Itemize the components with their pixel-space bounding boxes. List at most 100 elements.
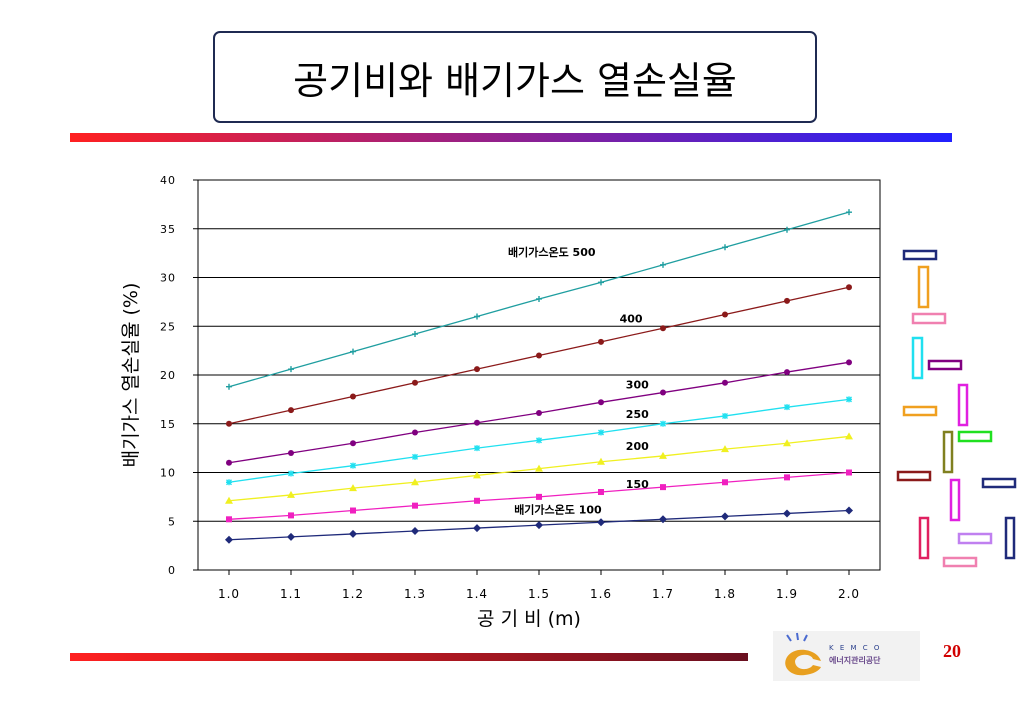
y-axis-label: 배기가스 열손실율 (%) (120, 283, 142, 468)
data-point (412, 453, 418, 460)
data-point (660, 484, 666, 491)
data-point (721, 512, 729, 521)
data-point (784, 474, 790, 481)
decorative-rect (957, 430, 993, 443)
data-point (722, 311, 728, 318)
kemco-logo: K E M C O 에너지관리공단 (773, 631, 920, 681)
data-point (226, 516, 232, 523)
data-point (845, 432, 853, 440)
data-point (287, 490, 295, 498)
data-point (225, 496, 233, 504)
data-point (350, 462, 356, 469)
line-chart: 0 5 10 15 20 25 30 35 40 1.0 1.1 1.2 1.3 1.4 1.5 1.6 1.7… (120, 174, 881, 630)
data-point (660, 420, 666, 427)
decorative-rect (911, 336, 924, 380)
data-point (288, 470, 294, 477)
data-point (412, 379, 418, 386)
x-tick-label: 1.7 (652, 587, 674, 601)
data-point (846, 396, 852, 403)
data-point (722, 379, 728, 386)
page-number: 20 (943, 641, 961, 661)
series-annotation: 200 (626, 440, 649, 453)
y-tick-label: 15 (160, 418, 176, 431)
series-annotation: 250 (626, 408, 649, 421)
data-point (288, 366, 294, 373)
data-point (226, 420, 232, 427)
data-point (474, 445, 480, 452)
data-point (225, 535, 233, 544)
x-tick-label: 1.6 (590, 587, 612, 601)
data-point (350, 440, 356, 447)
data-point (349, 484, 357, 492)
data-point (846, 469, 852, 476)
decorative-shapes (896, 249, 1017, 568)
data-point (287, 532, 295, 541)
series-annotation: 400 (620, 312, 643, 325)
series-annotation: 150 (626, 478, 649, 491)
data-point (350, 393, 356, 400)
data-point (660, 261, 666, 268)
y-tick-label: 25 (160, 320, 176, 333)
data-point (349, 529, 357, 538)
data-point (288, 450, 294, 456)
data-point (474, 366, 480, 373)
decorative-rect (911, 312, 947, 325)
data-point (784, 404, 790, 411)
data-point (536, 437, 542, 444)
data-point (783, 439, 791, 447)
data-point (226, 459, 232, 466)
data-point (722, 412, 728, 419)
y-tick-label: 10 (160, 467, 176, 480)
data-point (597, 518, 605, 527)
data-point (474, 419, 480, 426)
bottom-gradient-bar (70, 653, 748, 661)
x-axis-label: 공 기 비 (m) (477, 608, 581, 630)
series-annotation: 배기가스온도 500 (508, 245, 596, 259)
x-tick-label: 1.2 (342, 587, 364, 601)
data-point (474, 497, 480, 504)
data-point (660, 325, 666, 332)
data-point (659, 515, 667, 524)
y-tick-label: 0 (168, 564, 176, 577)
data-point (536, 410, 542, 417)
decorative-rect (896, 470, 932, 482)
decorative-rect (942, 556, 978, 568)
y-tick-label: 35 (160, 223, 176, 236)
data-point (659, 451, 667, 459)
data-point (288, 407, 294, 414)
x-tick-label: 1.1 (280, 587, 302, 601)
data-point (536, 493, 542, 500)
data-point (784, 226, 790, 233)
decorative-rect (902, 249, 938, 261)
data-point (598, 338, 604, 345)
series-annotation: 300 (626, 379, 649, 392)
decorative-rect (918, 516, 930, 560)
data-point (411, 478, 419, 486)
decorative-rect (957, 532, 993, 545)
data-point (721, 445, 729, 453)
data-point (660, 389, 666, 396)
y-tick-label: 40 (160, 174, 176, 187)
data-point (474, 313, 480, 320)
data-point (411, 527, 419, 535)
slide-title: 공기비와 배기가스 열손실율 (293, 58, 737, 103)
data-point (226, 479, 232, 486)
logo-text-bottom: 에너지관리공단 (829, 656, 881, 665)
data-point (536, 352, 542, 359)
decorative-rect (981, 477, 1017, 489)
data-point (536, 295, 542, 302)
decorative-rect (949, 478, 961, 522)
data-point (412, 502, 418, 509)
data-point (535, 521, 543, 530)
series-annotation: 배기가스온도 100 (514, 502, 602, 516)
x-tick-label: 1.3 (404, 587, 426, 601)
x-tick-label: 1.0 (218, 587, 240, 601)
top-gradient-bar (70, 133, 952, 142)
data-point (722, 244, 728, 251)
data-point (598, 429, 604, 436)
decorative-rect (902, 405, 938, 417)
data-point (846, 359, 852, 366)
data-point (226, 383, 232, 390)
data-point (535, 464, 543, 472)
